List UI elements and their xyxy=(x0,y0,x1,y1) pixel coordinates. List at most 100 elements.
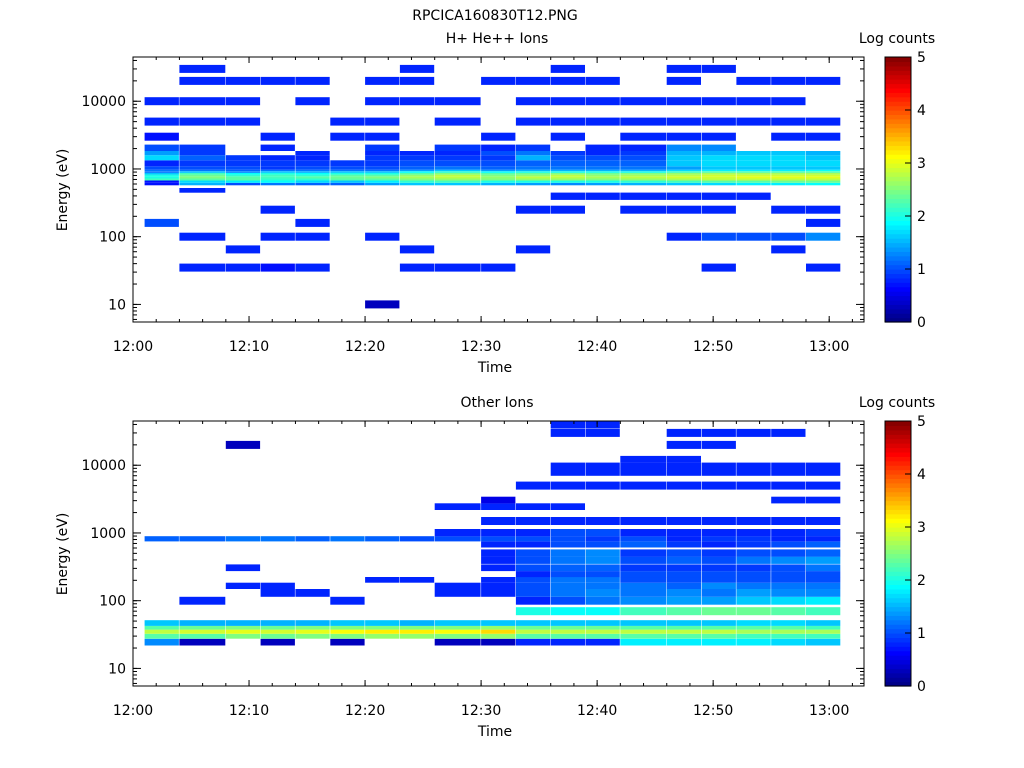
heatmap-cell xyxy=(666,462,701,469)
heatmap-cell xyxy=(481,633,516,639)
colorbar-swatch xyxy=(885,224,911,230)
heatmap-cell xyxy=(144,178,179,181)
heatmap-cell xyxy=(144,620,179,626)
heatmap-cell xyxy=(179,232,226,241)
colorbar-swatch xyxy=(885,535,911,541)
panel-h-he-ions: H+ He++ Ions Time Energy (eV) 12:00 12:10… xyxy=(55,31,935,376)
heatmap-cell xyxy=(515,171,551,173)
heatmap-cell xyxy=(330,182,365,186)
heatmap-cell xyxy=(295,536,330,542)
heatmap-cell xyxy=(434,633,481,639)
heatmap-cell xyxy=(144,97,179,106)
heatmap-cell xyxy=(666,638,701,646)
colorbar-swatch xyxy=(885,114,911,120)
heatmap-cell xyxy=(771,180,806,183)
x-tick-label: 12:50 xyxy=(693,339,733,355)
heatmap-cell xyxy=(399,263,435,272)
file-title: RPCICA160830T12.PNG xyxy=(412,8,577,24)
heatmap-cell xyxy=(666,455,701,463)
heatmap-cell xyxy=(330,176,365,179)
heatmap-cell xyxy=(806,629,841,634)
heatmap-cell xyxy=(365,178,400,181)
heatmap-cell xyxy=(399,76,435,85)
heatmap-cell xyxy=(260,76,295,85)
heatmap-cell xyxy=(736,428,771,437)
heatmap-cell xyxy=(736,564,771,572)
colorbar-swatch xyxy=(885,443,911,449)
colorbar-swatch xyxy=(885,549,911,555)
heatmap-cell xyxy=(365,160,400,167)
heatmap-cell xyxy=(365,577,400,583)
heatmap-cell xyxy=(434,117,481,126)
colorbar-tick-label: 5 xyxy=(917,50,926,66)
heatmap-cell xyxy=(481,629,516,634)
heatmap-cell xyxy=(399,155,435,161)
heatmap-cell xyxy=(585,428,620,437)
heatmap-cell xyxy=(481,182,516,186)
colorbar-swatch xyxy=(885,425,911,431)
heatmap-cell xyxy=(515,596,551,605)
colorbar-swatch xyxy=(885,562,911,568)
heatmap-cell xyxy=(434,638,481,646)
heatmap-cell xyxy=(666,76,701,85)
heatmap-cell xyxy=(771,549,806,557)
heatmap-cell xyxy=(771,174,806,177)
heatmap-cell xyxy=(144,144,179,151)
colorbar-swatch xyxy=(885,163,911,169)
heatmap-cell xyxy=(365,132,400,141)
heatmap-cell xyxy=(550,192,585,200)
heatmap-cell xyxy=(515,174,551,177)
heatmap-cell xyxy=(806,625,841,630)
colorbar-swatch xyxy=(885,136,911,142)
heatmap-cell xyxy=(144,633,179,639)
heatmap-cell xyxy=(330,117,365,126)
heatmap-cell xyxy=(585,462,620,469)
heatmap-cell xyxy=(481,176,516,179)
heatmap-cell xyxy=(550,607,585,616)
heatmap-cell xyxy=(179,97,226,106)
heatmap-cell xyxy=(620,166,667,170)
heatmap-cell xyxy=(550,629,585,634)
colorbar-swatch xyxy=(885,260,911,266)
heatmap-cell xyxy=(620,529,667,537)
colorbar-swatch xyxy=(885,101,911,107)
heatmap-cell xyxy=(399,166,435,170)
colorbar-swatch xyxy=(885,202,911,208)
heatmap-cell xyxy=(701,571,736,578)
heatmap-cell xyxy=(481,577,516,583)
heatmap-cell xyxy=(260,144,295,151)
heatmap-cell xyxy=(481,556,516,564)
heatmap-cell xyxy=(771,176,806,179)
heatmap-cell xyxy=(585,174,620,177)
colorbar-frame xyxy=(884,420,912,687)
colorbar-swatch xyxy=(885,531,911,537)
heatmap-cell xyxy=(736,582,771,589)
colorbar-swatch xyxy=(885,580,911,586)
heatmap-cell xyxy=(330,633,365,639)
heatmap-cell xyxy=(144,117,179,126)
heatmap-cell xyxy=(295,97,330,106)
colorbar-swatch xyxy=(885,198,911,204)
heatmap-cell xyxy=(550,155,585,161)
heatmap-cell xyxy=(295,174,330,177)
colorbar-swatch xyxy=(885,429,911,435)
panel-title: H+ He++ Ions xyxy=(446,31,549,47)
heatmap-cell xyxy=(620,589,667,597)
heatmap-cell xyxy=(515,117,551,126)
heatmap-cell xyxy=(771,172,806,175)
colorbar-swatch xyxy=(885,216,911,222)
heatmap-cell xyxy=(806,556,841,564)
heatmap-cell xyxy=(620,180,667,183)
colorbar-swatch xyxy=(885,304,911,310)
heatmap-cell xyxy=(620,182,667,186)
heatmap-cell xyxy=(399,625,435,630)
heatmap-cell xyxy=(515,638,551,646)
heatmap-cell xyxy=(515,629,551,634)
heatmap-cell xyxy=(620,178,667,181)
heatmap-cell xyxy=(736,481,771,490)
colorbar-tick-label: 0 xyxy=(917,679,926,695)
x-tick-label: 12:00 xyxy=(113,339,153,355)
y-tick-label: 10000 xyxy=(81,458,126,474)
heatmap-cell xyxy=(515,160,551,167)
heatmap-cell xyxy=(585,589,620,597)
